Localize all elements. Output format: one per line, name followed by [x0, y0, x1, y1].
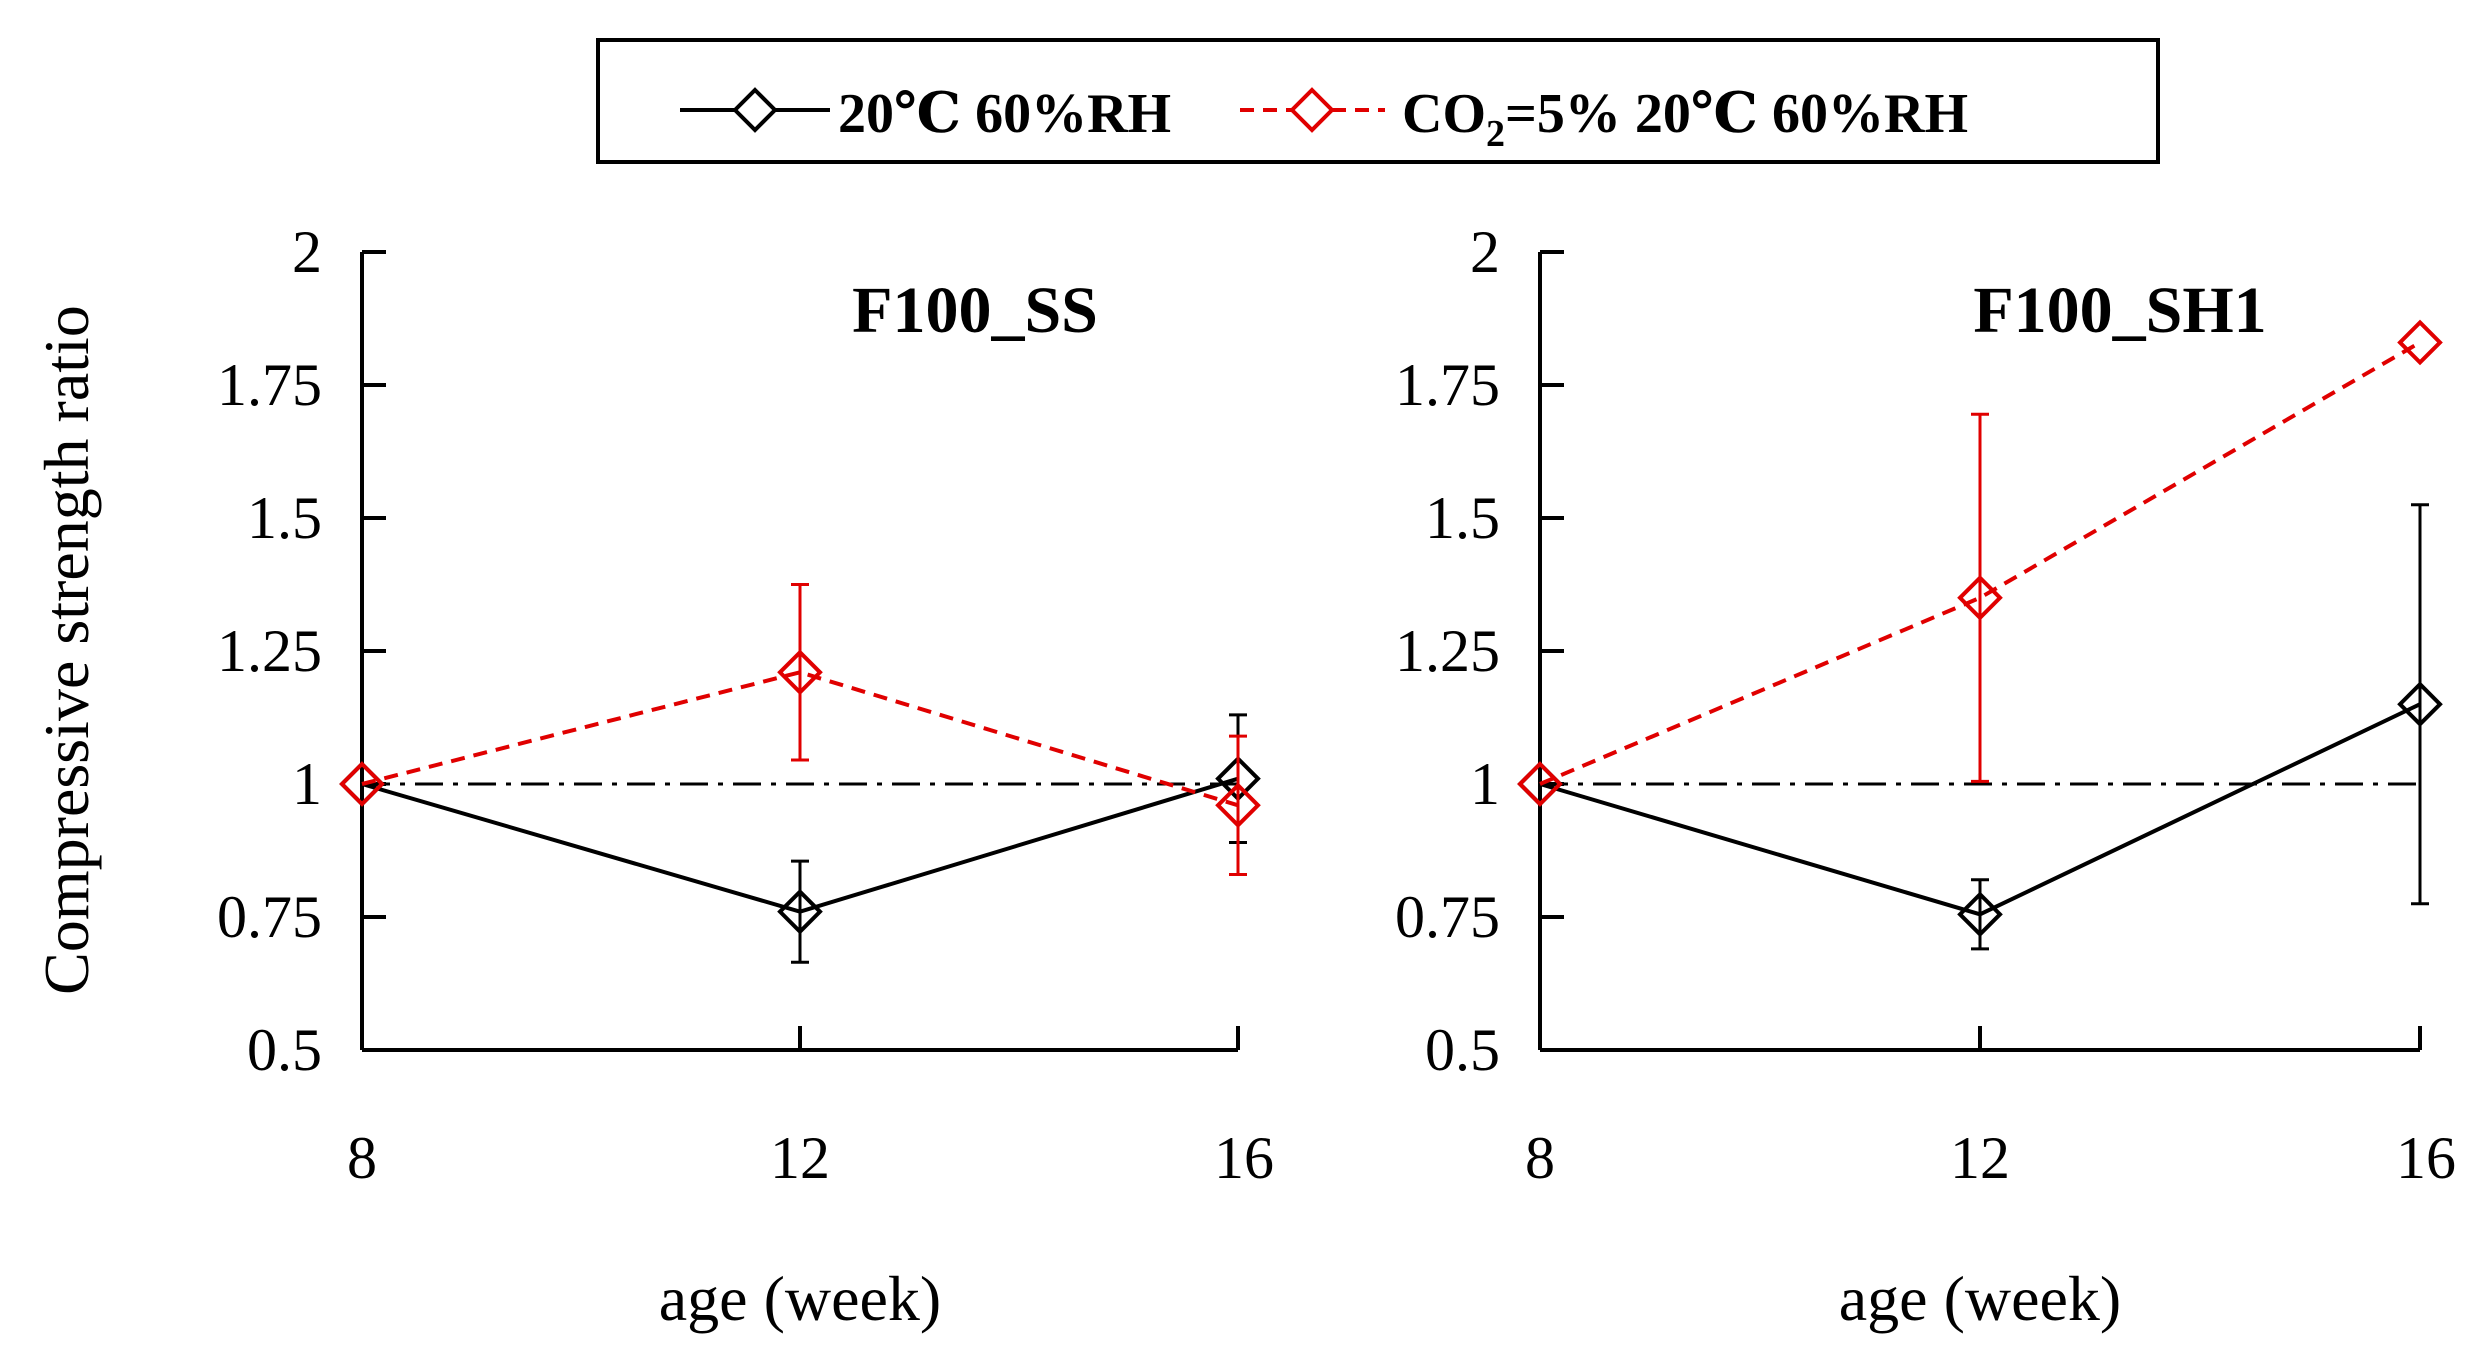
panel-f100-sh1: 0.5 0.75 1 1.25 1.5 1.75 2 8 12 16 age (week) F100_…	[1395, 219, 2456, 1334]
y-tick-label: 1.25	[217, 618, 322, 684]
panel-title: F100_SS	[852, 274, 1098, 347]
x-axis-title: age (week)	[659, 1263, 941, 1334]
y-tick-label: 1.5	[1425, 485, 1500, 551]
x-tick-label: 12	[1950, 1125, 2010, 1191]
y-tick-label: 1.75	[1395, 352, 1500, 418]
data-point-co2	[777, 649, 823, 696]
legend: 20℃ 60%RH CO2=5% 20℃ 60%RH	[596, 38, 2160, 164]
panel-title: F100_SH1	[1973, 274, 2266, 347]
legend-label-ambient: 20℃ 60%RH	[838, 83, 1171, 145]
panel-f100-ss: 0.5 0.75 1 1.25 1.5 1.75 2 8 12 16 age (week) F100_…	[217, 219, 1274, 1334]
legend-label-co2: CO2=5% 20℃ 60%RH	[1402, 83, 1968, 155]
y-tick-label: 0.5	[247, 1017, 322, 1083]
y-tick-label: 1.25	[1395, 618, 1500, 684]
y-tick-label: 1	[292, 751, 322, 817]
data-point-co2	[2397, 319, 2443, 366]
data-point-ambient	[1957, 891, 2003, 938]
y-tick-label: 0.75	[217, 884, 322, 950]
y-tick-label: 2	[1470, 219, 1500, 285]
y-tick-label: 1	[1470, 751, 1500, 817]
series-line-co2	[361, 670, 1239, 808]
y-tick-label: 0.5	[1425, 1017, 1500, 1083]
x-tick-label: 8	[347, 1125, 377, 1191]
series-line-co2	[1539, 340, 2422, 786]
legend-red-marker	[1289, 87, 1335, 133]
x-tick-label: 16	[2396, 1125, 2456, 1191]
y-tick-label: 0.75	[1395, 884, 1500, 950]
legend-black-marker	[732, 87, 778, 133]
data-point-co2	[1215, 782, 1261, 829]
x-tick-label: 12	[770, 1125, 830, 1191]
x-tick-label: 16	[1214, 1125, 1274, 1191]
legend-frame	[596, 38, 2160, 164]
x-tick-label: 8	[1525, 1125, 1555, 1191]
data-point-co2	[1517, 761, 1563, 807]
y-tick-label: 1.5	[247, 485, 322, 551]
y-axis-title: Compressive strength ratio	[31, 305, 102, 995]
y-tick-label: 2	[292, 219, 322, 285]
y-tick-label: 1.75	[217, 352, 322, 418]
x-axis-title: age (week)	[1839, 1263, 2121, 1334]
data-point-ambient	[777, 888, 823, 935]
data-point-co2	[339, 761, 385, 807]
data-point-co2	[1957, 574, 2003, 621]
data-point-ambient	[2397, 681, 2443, 728]
